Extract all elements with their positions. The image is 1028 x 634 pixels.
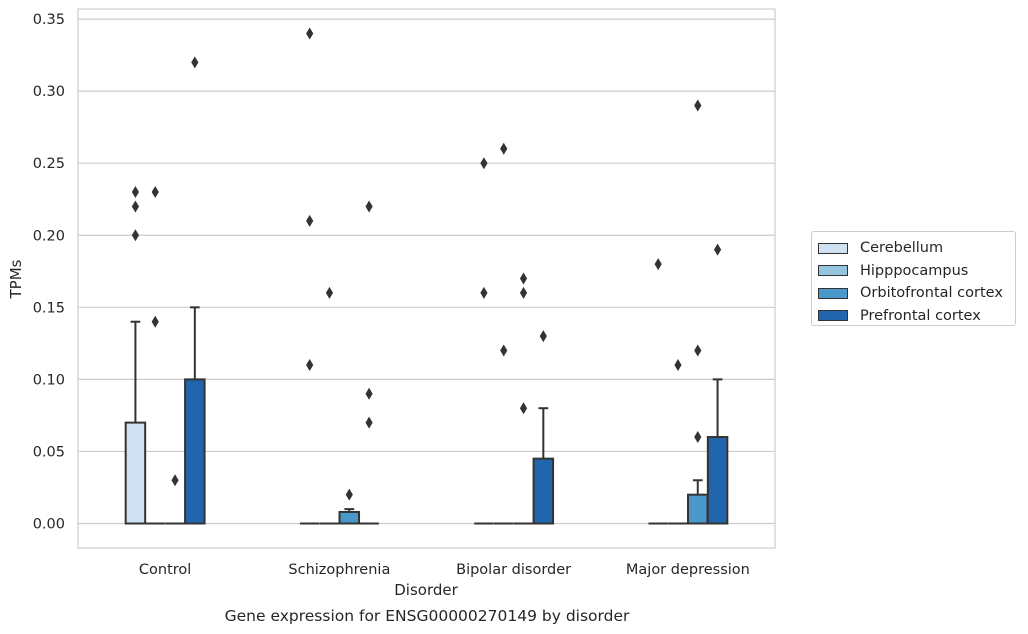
outlier-point (539, 330, 547, 343)
y-tick-label: 0.30 (33, 84, 65, 100)
legend-swatch (818, 287, 848, 299)
box (706, 436, 729, 525)
outlier-point (191, 56, 199, 69)
box-cerebellum (474, 157, 494, 525)
y-tick-label: 0.35 (33, 12, 65, 28)
box (687, 493, 709, 525)
y-tick-labels: 0.00 0.05 0.10 0.15 0.20 0.25 0.30 0.35 (33, 12, 65, 532)
x-tick-labels: Control Schizophrenia Bipolar disorder Majo… (139, 562, 750, 578)
outlier-point (151, 315, 159, 328)
x-axis-label: Disorder (394, 581, 458, 599)
outlier-point (306, 214, 314, 227)
chart-caption: Gene expression for ENSG00000270149 by d… (224, 607, 630, 625)
legend-label: Hipppocampus (860, 262, 969, 279)
x-tick-label: Schizophrenia (288, 562, 390, 578)
outlier-point (480, 157, 488, 170)
legend-swatch (818, 310, 848, 322)
plot-area (77, 8, 776, 549)
outlier-point (519, 272, 528, 285)
box-cerebellum (648, 258, 668, 525)
outlier-point (151, 186, 159, 199)
legend: Cerebellum Hipppocampus Orbitofrontal co… (811, 231, 1016, 326)
box-prefrontal-cortex (359, 200, 379, 525)
x-tick-label: Major depression (626, 562, 750, 578)
box-prefrontal-cortex (184, 56, 206, 525)
legend-swatch (818, 265, 848, 277)
box-orbitofrontal-cortex (338, 488, 361, 525)
legend-item-cerebellum: Cerebellum (818, 237, 1015, 260)
outlier-point (519, 286, 528, 299)
outlier-point (131, 186, 140, 199)
outlier-point (365, 200, 373, 213)
legend-label: Prefrontal cortex (860, 307, 981, 324)
y-tick-label: 0.20 (33, 228, 65, 244)
box-hipppocampus (145, 186, 165, 525)
x-tick-label: Bipolar disorder (456, 562, 571, 578)
outlier-point (713, 243, 722, 256)
outlier-point (674, 358, 682, 371)
y-tick-label: 0.25 (33, 156, 65, 172)
y-tick-label: 0.10 (33, 372, 65, 388)
box-prefrontal-cortex (706, 243, 729, 525)
outlier-point (345, 488, 353, 501)
box-cerebellum (299, 27, 320, 525)
outlier-point (500, 344, 508, 357)
outlier-point (325, 286, 334, 299)
y-tick-label: 0.00 (33, 517, 65, 533)
outlier-point (306, 358, 314, 371)
box (338, 510, 361, 525)
outlier-point (480, 286, 488, 299)
box-prefrontal-cortex (532, 330, 555, 525)
outlier-point (131, 200, 140, 213)
box-hipppocampus (319, 286, 340, 525)
legend-item-orbitofrontal-cortex: Orbitofrontal cortex (818, 282, 1015, 305)
legend-label: Orbitofrontal cortex (860, 285, 1003, 302)
box (124, 421, 147, 525)
box-hipppocampus (493, 142, 514, 525)
legend-item-prefrontal-cortex: Prefrontal cortex (818, 305, 1015, 328)
box-cerebellum (124, 186, 147, 525)
outlier-point (694, 99, 702, 112)
box-orbitofrontal-cortex (165, 474, 185, 525)
y-axis-label: TPMs (7, 259, 25, 299)
box-orbitofrontal-cortex (513, 272, 534, 525)
outlier-point (694, 431, 702, 444)
box (532, 457, 555, 525)
box (184, 378, 206, 525)
legend-label: Cerebellum (860, 240, 944, 257)
outlier-point (694, 344, 702, 357)
box-groups (124, 27, 729, 525)
outlier-point (654, 258, 662, 271)
legend-swatch (818, 242, 848, 254)
outlier-point (171, 474, 179, 487)
outlier-point (365, 416, 373, 429)
outlier-point (365, 387, 373, 400)
y-tick-label: 0.15 (33, 300, 65, 316)
box-hipppocampus (668, 358, 688, 525)
y-tick-label: 0.05 (33, 444, 65, 460)
x-tick-label: Control (139, 562, 191, 578)
outlier-point (306, 27, 314, 40)
box-orbitofrontal-cortex (687, 99, 709, 525)
outlier-point (519, 402, 528, 415)
legend-item-hippocampus: Hipppocampus (818, 260, 1015, 283)
outlier-point (131, 229, 140, 242)
outlier-point (500, 142, 508, 155)
